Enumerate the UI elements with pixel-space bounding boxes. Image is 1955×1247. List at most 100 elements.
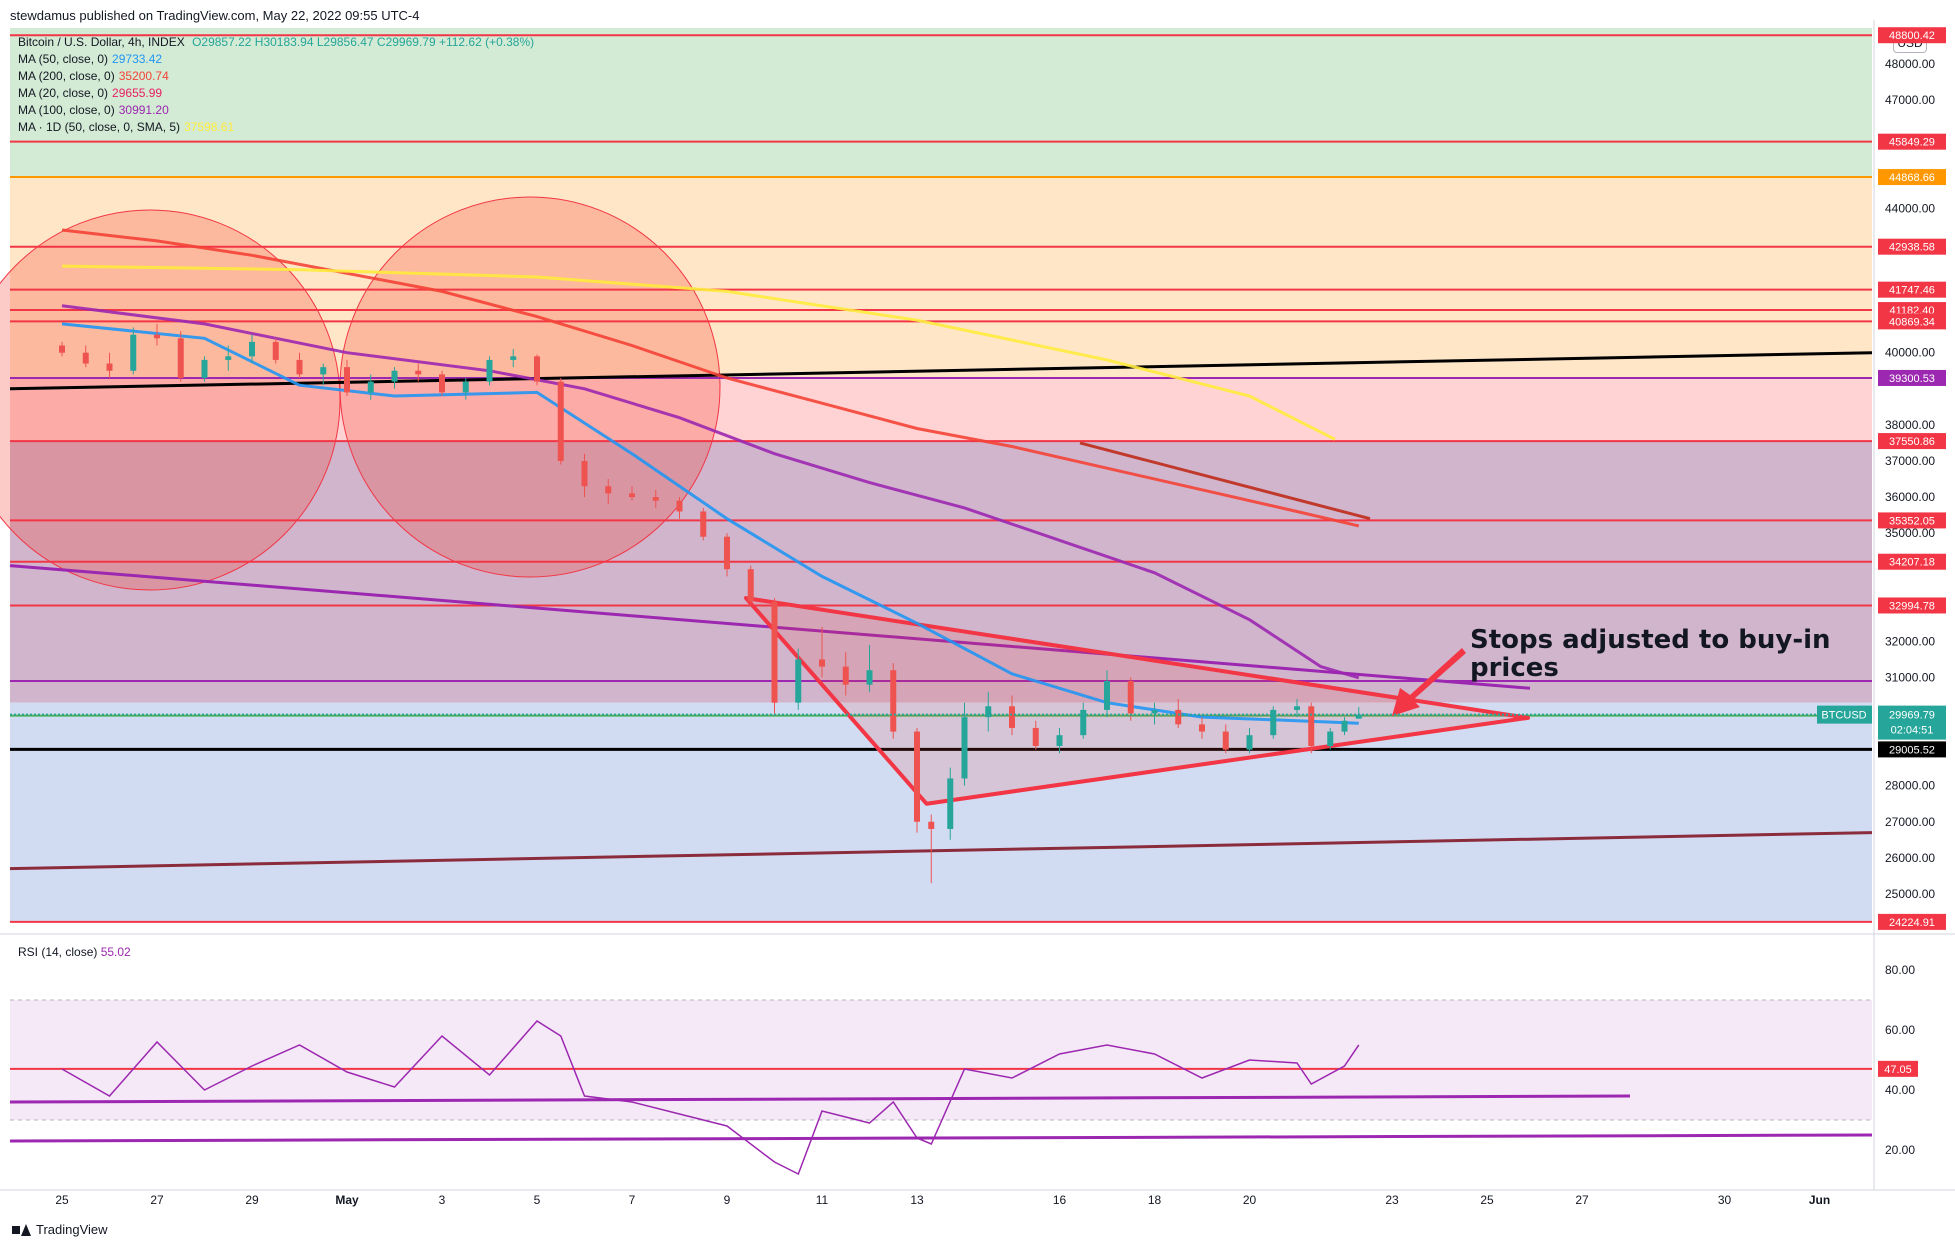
price-level-label-0: 48800.42 <box>1889 30 1935 42</box>
candle-body <box>581 460 588 487</box>
candle-55 <box>1327 727 1334 750</box>
rsi-trendline-upper <box>9 1094 1631 1104</box>
candle-body <box>177 338 184 378</box>
time-tick-label-3: May <box>335 1193 359 1207</box>
footer-brand[interactable]: TradingView <box>12 1222 108 1237</box>
candle-body <box>629 493 635 498</box>
annotation-text-line2: prices <box>1470 653 1559 683</box>
candle-3 <box>130 327 137 375</box>
zone-1 <box>10 141 1872 178</box>
price-level-tag-10 <box>1878 553 1946 570</box>
price-level-label-3: 42938.58 <box>1889 242 1935 254</box>
chart-legend: Bitcoin / U.S. Dollar, 4h, INDEX O29857.… <box>18 34 534 136</box>
candle-body <box>947 778 954 829</box>
price-level-tag-7 <box>1878 369 1946 386</box>
candle-37 <box>928 814 935 884</box>
symbol-tag-label: BTCUSD <box>1821 710 1866 722</box>
tradingview-logo-icon <box>12 1223 31 1236</box>
candle-31 <box>795 648 802 710</box>
candle-17 <box>462 377 469 400</box>
candle-54 <box>1308 702 1315 754</box>
indicator-row-2[interactable]: MA (20, close, 0) 29655.99 <box>18 85 534 102</box>
candle-2 <box>106 352 113 378</box>
rsi-tick-label-1: 60.00 <box>1885 1023 1915 1037</box>
candle-body <box>1151 709 1158 714</box>
price-tick-label-9: 31000.00 <box>1885 670 1935 684</box>
candle-53 <box>1294 699 1300 718</box>
price-level-tag-2 <box>1878 169 1946 186</box>
indicator-row-0[interactable]: MA (50, close, 0) 29733.42 <box>18 51 534 68</box>
price-level-label-2: 44868.66 <box>1889 172 1935 184</box>
price-tick-label-13: 25000.00 <box>1885 887 1935 901</box>
price-level-tag-14 <box>1878 913 1946 930</box>
candle-10 <box>296 352 303 378</box>
indicator-list: MA (50, close, 0) 29733.42 MA (200, close,… <box>18 51 534 136</box>
candle-body <box>106 363 113 371</box>
triangle-pattern <box>744 596 1530 806</box>
candle-51 <box>1246 727 1253 754</box>
candle-body <box>130 334 137 371</box>
candle-30 <box>771 598 778 714</box>
candle-body <box>700 511 707 537</box>
price-level-tag-11 <box>1878 597 1946 614</box>
candle-body <box>1175 709 1182 725</box>
brand-label: TradingView <box>36 1222 108 1237</box>
candle-body <box>225 356 232 360</box>
highlight-circle-1 <box>339 196 721 578</box>
candle-20 <box>534 354 540 386</box>
ma-line-1 <box>61 304 1360 680</box>
candle-body <box>1056 735 1063 746</box>
rsi-tick-label-0: 80.00 <box>1885 963 1915 977</box>
time-tick-label-16: 30 <box>1718 1193 1732 1207</box>
price-tick-label-4: 38000.00 <box>1885 418 1935 432</box>
candle-40 <box>985 691 992 732</box>
candle-body <box>914 731 920 822</box>
candle-19 <box>510 349 517 368</box>
rsi-label[interactable]: RSI (14, close) <box>18 945 98 959</box>
candle-26 <box>676 497 683 519</box>
candle-11 <box>320 363 327 386</box>
price-tick-label-6: 36000.00 <box>1885 490 1935 504</box>
ma-line-2 <box>61 228 1360 528</box>
indicator-row-1[interactable]: MA (200, close, 0) 35200.74 <box>18 68 534 85</box>
candle-body <box>771 601 778 703</box>
price-tick-label-12: 26000.00 <box>1885 851 1935 865</box>
price-level-label-10: 34207.18 <box>1889 557 1935 569</box>
candle-6 <box>201 356 208 382</box>
indicator-label: MA (20, close, 0) <box>18 86 109 100</box>
indicator-label: MA (50, close, 0) <box>18 52 109 66</box>
candle-body <box>605 486 612 494</box>
candle-8 <box>249 334 255 364</box>
candle-49 <box>1199 717 1205 739</box>
candle-body <box>439 374 445 393</box>
candle-46 <box>1127 677 1134 721</box>
indicator-row-3[interactable]: MA (100, close, 0) 30991.20 <box>18 102 534 119</box>
candle-body <box>201 359 208 378</box>
time-tick-label-15: 27 <box>1575 1193 1589 1207</box>
candle-1 <box>82 345 89 368</box>
candle-body <box>866 670 873 685</box>
candle-body <box>890 670 897 732</box>
price-tick-label-11: 27000.00 <box>1885 815 1935 829</box>
time-tick-label-1: 27 <box>150 1193 164 1207</box>
candle-body <box>1032 727 1039 746</box>
candle-45 <box>1104 670 1110 718</box>
price-level-tag-6 <box>1878 313 1946 330</box>
candle-24 <box>629 486 635 501</box>
candle-body <box>842 666 849 685</box>
candle-body <box>1308 706 1315 746</box>
price-level-tag-0 <box>1878 27 1946 44</box>
symbol-label[interactable]: Bitcoin / U.S. Dollar, 4h, INDEX <box>18 35 185 49</box>
candle-body <box>1199 724 1205 732</box>
price-level-tag-8 <box>1878 433 1946 450</box>
time-tick-label-2: 29 <box>245 1193 259 1207</box>
candle-body <box>367 381 374 393</box>
rsi-tick-label-2: 40.00 <box>1885 1083 1915 1097</box>
indicator-row-4[interactable]: MA · 1D (50, close, 0, SMA, 5) 37598.61 <box>18 119 534 136</box>
candle-body <box>344 367 350 393</box>
price-level-label-4: 41747.46 <box>1889 285 1935 297</box>
candle-43 <box>1056 727 1063 754</box>
candle-body <box>510 356 517 360</box>
candle-body <box>1327 731 1334 746</box>
